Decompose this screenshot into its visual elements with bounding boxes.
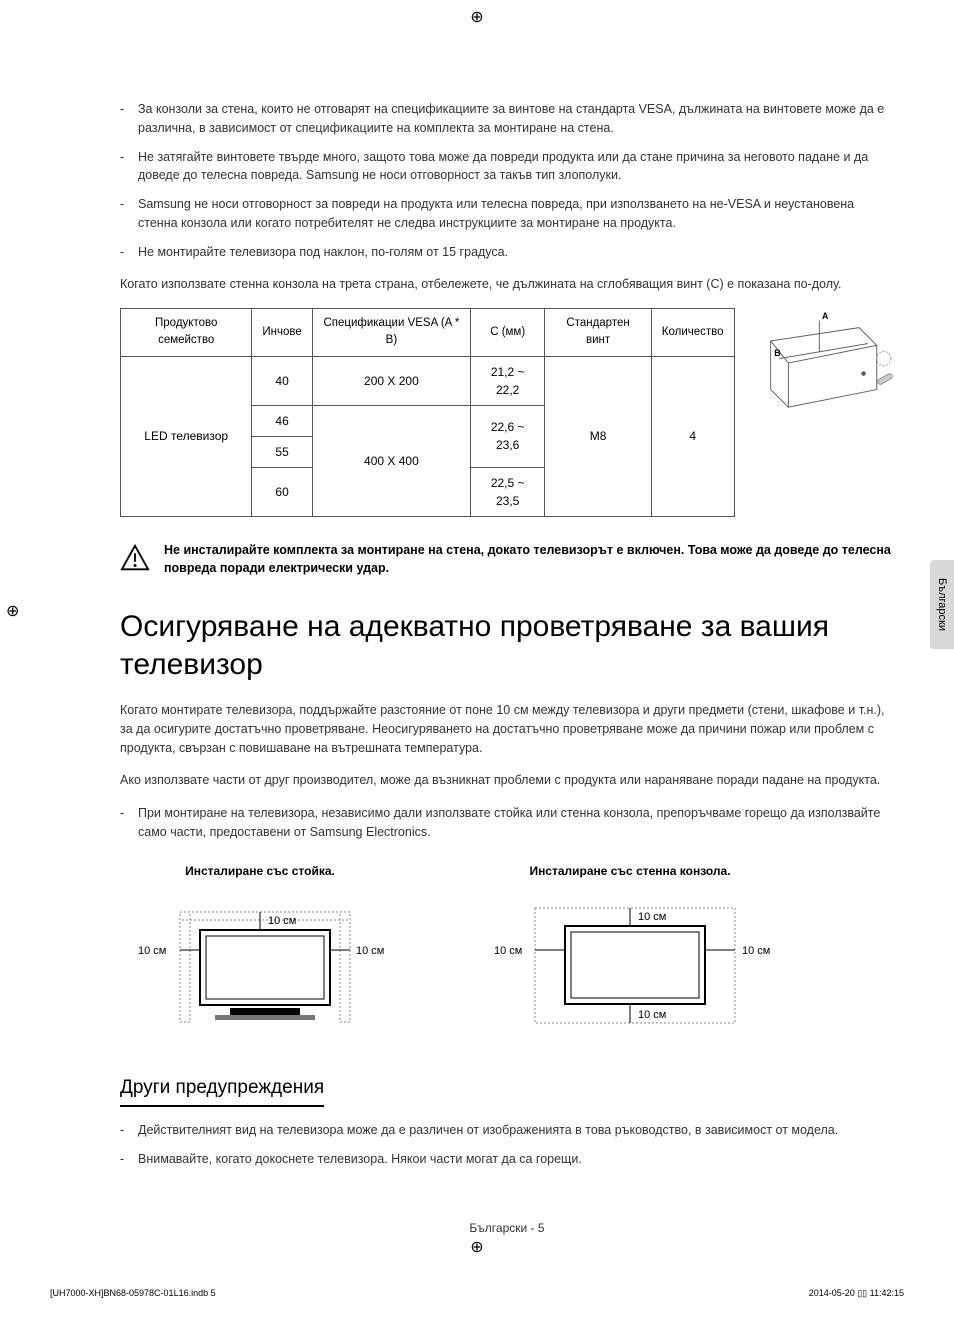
ventilation-p2: Ако използвате части от друг производите… (120, 771, 894, 790)
page-content: За конзоли за стена, които не отговарят … (0, 0, 954, 1277)
spec-table: Продуктово семейство Инчове Спецификации… (120, 308, 735, 517)
dist-label-left: 10 см (138, 945, 166, 957)
figure-wall: Инсталиране със стенна конзола. 10 см 10… (480, 862, 780, 1040)
ventilation-p1: Когато монтирате телевизора, поддържайте… (120, 701, 894, 757)
figure-title: Инсталиране със стойка. (120, 862, 400, 880)
bullet-item: При монтиране на телевизора, независимо … (120, 804, 894, 842)
warning-icon (120, 543, 150, 573)
page-number: Български - 5 (120, 1219, 894, 1237)
section-heading-ventilation: Осигуряване на адекватно проветряване за… (120, 608, 894, 683)
ventilation-bullets: При монтиране на телевизора, независимо … (120, 804, 894, 842)
warning-row: Не инсталирайте комплекта за монтиране н… (120, 541, 894, 579)
th-c: C (мм) (471, 309, 545, 357)
warning-text: Не инсталирайте комплекта за монтиране н… (164, 541, 894, 579)
dist-label-right: 10 см (742, 945, 770, 957)
note-c-paragraph: Когато използвате стенна конзола на трет… (120, 275, 894, 294)
dist-label-bottom: 10 см (638, 1009, 666, 1021)
cell-inches: 46 (252, 405, 312, 436)
bullet-item: За конзоли за стена, които не отговарят … (120, 100, 894, 138)
cell-qty: 4 (651, 356, 734, 516)
bullet-item: Не затягайте винтовете твърде много, защ… (120, 148, 894, 186)
bullet-item: Samsung не носи отговорност за повреди н… (120, 195, 894, 233)
crop-mark-bottom: ⊕ (470, 1236, 483, 1260)
cell-c: 22,5 ~ 23,5 (471, 467, 545, 516)
top-bullets-list: За конзоли за стена, които не отговарят … (120, 100, 894, 261)
th-family: Продуктово семейство (121, 309, 252, 357)
wall-install-diagram: 10 см 10 см ( 10 см 10 см (480, 890, 780, 1040)
cell-family: LED телевизор (121, 356, 252, 516)
other-warnings-list: Действителният вид на телевизора може да… (120, 1121, 894, 1169)
install-figures: Инсталиране със стойка. 10 см 10 см 10 с… (120, 862, 894, 1040)
footer-filename: [UH7000-XH]BN68-05978C-01L16.indb 5 (50, 1287, 216, 1301)
bullet-item: Действителният вид на телевизора може да… (120, 1121, 894, 1140)
spec-table-wrap: Продуктово семейство Инчове Спецификации… (120, 308, 894, 517)
table-row: LED телевизор 40 200 X 200 21,2 ~ 22,2 M… (121, 356, 735, 405)
cell-c: 22,6 ~ 23,6 (471, 405, 545, 467)
cell-inches: 55 (252, 436, 312, 467)
label-b: B (774, 348, 780, 358)
cell-bolt: M8 (545, 356, 651, 516)
footer-timestamp: 2014-05-20 ▯▯ 11:42:15 (809, 1287, 904, 1301)
dist-label-left: 10 см (494, 945, 522, 957)
cell-vesa: 400 X 400 (312, 405, 470, 516)
cell-inches: 40 (252, 356, 312, 405)
cell-inches: 60 (252, 467, 312, 516)
cell-vesa: 200 X 200 (312, 356, 470, 405)
stand-install-diagram: 10 см 10 см 10 см (120, 890, 400, 1040)
figure-title: Инсталиране със стенна конзола. (480, 862, 780, 880)
table-header-row: Продуктово семейство Инчове Спецификации… (121, 309, 735, 357)
bullet-item: Внимавайте, когато докоснете телевизора.… (120, 1150, 894, 1169)
bullet-item: Не монтирайте телевизора под наклон, по-… (120, 243, 894, 262)
dist-label-top: 10 см (268, 915, 296, 927)
dist-label-top: 10 см (638, 911, 666, 923)
cell-c: 21,2 ~ 22,2 (471, 356, 545, 405)
dist-label-right: 10 см (356, 945, 384, 957)
label-a: A (822, 311, 829, 321)
footer: [UH7000-XH]BN68-05978C-01L16.indb 5 2014… (0, 1277, 954, 1321)
th-inches: Инчове (252, 309, 312, 357)
figure-stand: Инсталиране със стойка. 10 см 10 см 10 с… (120, 862, 400, 1040)
subheading-other-warnings: Други предупреждения (120, 1074, 324, 1108)
wall-mount-diagram: A B (753, 308, 894, 418)
th-bolt: Стандартен винт (545, 309, 651, 357)
th-qty: Количество (651, 309, 734, 357)
th-vesa: Спецификации VESA (A * B) (312, 309, 470, 357)
